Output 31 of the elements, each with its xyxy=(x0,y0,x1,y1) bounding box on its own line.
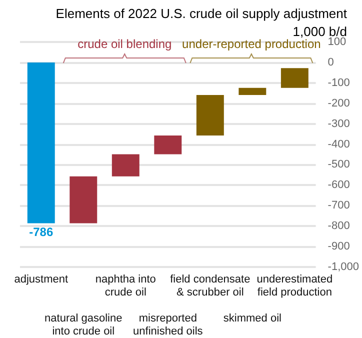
annotation: under-reported production xyxy=(182,37,321,51)
bar xyxy=(238,88,266,95)
y-tick-label: 0 xyxy=(328,56,334,68)
y-axis-title: 1,000 b/d xyxy=(292,24,348,39)
bar xyxy=(280,68,308,88)
y-tick-label: -100 xyxy=(328,76,350,89)
y-tick-label: -800 xyxy=(328,220,350,232)
annotation: crude oil blending xyxy=(78,37,172,51)
x-tick-label: underestimated field production xyxy=(256,274,333,298)
bar xyxy=(154,135,182,154)
x-tick-label: misreported unfinished oils xyxy=(133,312,204,338)
x-tick-label: natural gasoline into crude oil xyxy=(44,312,122,338)
y-tick-label: -700 xyxy=(328,200,350,212)
y-tick-label: 100 xyxy=(328,36,346,48)
y-tick-label: -200 xyxy=(328,97,350,110)
bar xyxy=(27,62,55,224)
y-tick-label: -300 xyxy=(328,118,350,130)
x-tick-label: field condensate & scrubber oil xyxy=(170,274,250,298)
data-label: -786 xyxy=(29,225,54,240)
y-tick-label: -900 xyxy=(328,240,350,253)
y-tick-label: -500 xyxy=(328,158,350,171)
x-tick-label: skimmed oil xyxy=(223,312,282,324)
bar xyxy=(196,94,224,136)
y-tick-label: -600 xyxy=(328,179,350,192)
bar xyxy=(112,154,140,176)
x-tick-label: naphtha into crude oil xyxy=(95,274,156,298)
y-tick-label: -400 xyxy=(328,138,350,150)
bar xyxy=(70,176,98,224)
chart-title: Elements of 2022 U.S. crude oil supply adjustment xyxy=(56,6,348,21)
y-tick-label: -1,000 xyxy=(328,261,360,273)
x-tick-label: adjustment xyxy=(14,274,68,286)
